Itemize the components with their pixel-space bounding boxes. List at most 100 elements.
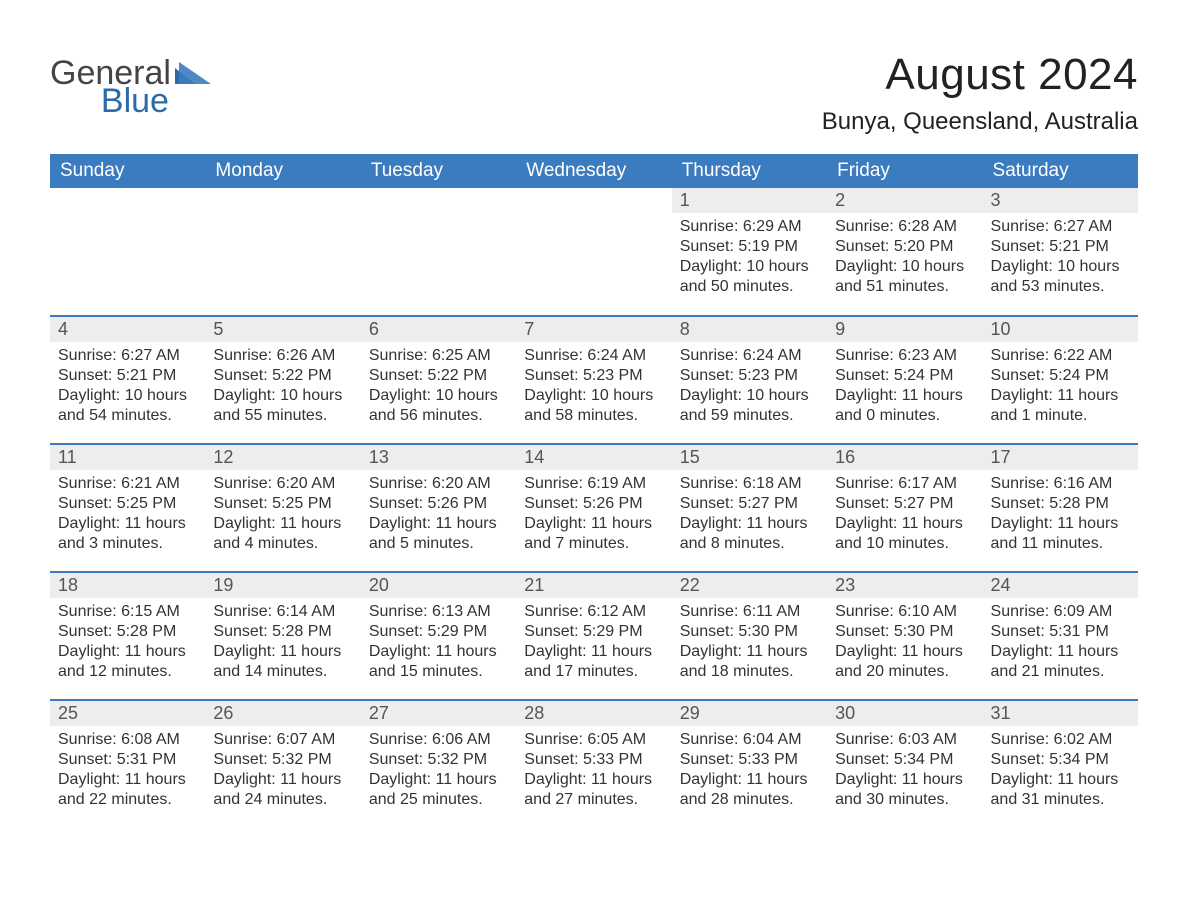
day-cell: 3Sunrise: 6:27 AMSunset: 5:21 PMDaylight…	[983, 188, 1138, 316]
daylight-line: Daylight: 11 hours and 30 minutes.	[835, 770, 974, 810]
sunset-line: Sunset: 5:32 PM	[213, 750, 352, 770]
day-cell: 29Sunrise: 6:04 AMSunset: 5:33 PMDayligh…	[672, 700, 827, 828]
daylight-line: Daylight: 11 hours and 15 minutes.	[369, 642, 508, 682]
daylight-line: Daylight: 11 hours and 17 minutes.	[524, 642, 663, 682]
day-content: Sunrise: 6:08 AMSunset: 5:31 PMDaylight:…	[50, 726, 205, 816]
sunset-line: Sunset: 5:34 PM	[835, 750, 974, 770]
day-cell: 13Sunrise: 6:20 AMSunset: 5:26 PMDayligh…	[361, 444, 516, 572]
day-number: 28	[516, 701, 671, 726]
sunrise-line: Sunrise: 6:05 AM	[524, 730, 663, 750]
sunset-line: Sunset: 5:26 PM	[524, 494, 663, 514]
day-content: Sunrise: 6:10 AMSunset: 5:30 PMDaylight:…	[827, 598, 982, 688]
day-number: 21	[516, 573, 671, 598]
sunrise-line: Sunrise: 6:08 AM	[58, 730, 197, 750]
daylight-line: Daylight: 11 hours and 5 minutes.	[369, 514, 508, 554]
logo-flag-icon	[175, 62, 211, 86]
sunset-line: Sunset: 5:26 PM	[369, 494, 508, 514]
daylight-line: Daylight: 11 hours and 24 minutes.	[213, 770, 352, 810]
daylight-line: Daylight: 10 hours and 50 minutes.	[680, 257, 819, 297]
daylight-line: Daylight: 10 hours and 55 minutes.	[213, 386, 352, 426]
day-cell	[50, 188, 205, 316]
month-title: August 2024	[822, 50, 1138, 100]
day-number: 16	[827, 445, 982, 470]
day-cell: 30Sunrise: 6:03 AMSunset: 5:34 PMDayligh…	[827, 700, 982, 828]
sunrise-line: Sunrise: 6:26 AM	[213, 346, 352, 366]
header-row: General Blue August 2024 Bunya, Queensla…	[50, 50, 1138, 136]
sunset-line: Sunset: 5:25 PM	[213, 494, 352, 514]
daylight-line: Daylight: 11 hours and 20 minutes.	[835, 642, 974, 682]
day-cell: 14Sunrise: 6:19 AMSunset: 5:26 PMDayligh…	[516, 444, 671, 572]
sunrise-line: Sunrise: 6:28 AM	[835, 217, 974, 237]
daylight-line: Daylight: 11 hours and 10 minutes.	[835, 514, 974, 554]
week-row: 25Sunrise: 6:08 AMSunset: 5:31 PMDayligh…	[50, 700, 1138, 828]
day-number: 29	[672, 701, 827, 726]
day-number: 20	[361, 573, 516, 598]
sunset-line: Sunset: 5:21 PM	[991, 237, 1130, 257]
day-content: Sunrise: 6:16 AMSunset: 5:28 PMDaylight:…	[983, 470, 1138, 560]
title-block: August 2024 Bunya, Queensland, Australia	[822, 50, 1138, 136]
daylight-line: Daylight: 11 hours and 8 minutes.	[680, 514, 819, 554]
day-cell: 15Sunrise: 6:18 AMSunset: 5:27 PMDayligh…	[672, 444, 827, 572]
day-number: 5	[205, 317, 360, 342]
sunset-line: Sunset: 5:23 PM	[680, 366, 819, 386]
daylight-line: Daylight: 10 hours and 53 minutes.	[991, 257, 1130, 297]
sunset-line: Sunset: 5:33 PM	[524, 750, 663, 770]
day-content: Sunrise: 6:21 AMSunset: 5:25 PMDaylight:…	[50, 470, 205, 560]
day-content: Sunrise: 6:13 AMSunset: 5:29 PMDaylight:…	[361, 598, 516, 688]
sunset-line: Sunset: 5:25 PM	[58, 494, 197, 514]
day-content: Sunrise: 6:18 AMSunset: 5:27 PMDaylight:…	[672, 470, 827, 560]
daylight-line: Daylight: 11 hours and 28 minutes.	[680, 770, 819, 810]
day-number: 9	[827, 317, 982, 342]
day-content: Sunrise: 6:28 AMSunset: 5:20 PMDaylight:…	[827, 213, 982, 303]
day-number: 11	[50, 445, 205, 470]
day-cell: 23Sunrise: 6:10 AMSunset: 5:30 PMDayligh…	[827, 572, 982, 700]
day-cell: 1Sunrise: 6:29 AMSunset: 5:19 PMDaylight…	[672, 188, 827, 316]
location-subtitle: Bunya, Queensland, Australia	[822, 108, 1138, 136]
day-content: Sunrise: 6:06 AMSunset: 5:32 PMDaylight:…	[361, 726, 516, 816]
daylight-line: Daylight: 11 hours and 18 minutes.	[680, 642, 819, 682]
sunset-line: Sunset: 5:31 PM	[58, 750, 197, 770]
sunrise-line: Sunrise: 6:29 AM	[680, 217, 819, 237]
sunset-line: Sunset: 5:29 PM	[524, 622, 663, 642]
day-content: Sunrise: 6:14 AMSunset: 5:28 PMDaylight:…	[205, 598, 360, 688]
day-number: 22	[672, 573, 827, 598]
sunset-line: Sunset: 5:28 PM	[991, 494, 1130, 514]
day-number: 6	[361, 317, 516, 342]
day-cell: 26Sunrise: 6:07 AMSunset: 5:32 PMDayligh…	[205, 700, 360, 828]
sunset-line: Sunset: 5:28 PM	[213, 622, 352, 642]
sunset-line: Sunset: 5:27 PM	[835, 494, 974, 514]
day-number: 7	[516, 317, 671, 342]
sunrise-line: Sunrise: 6:20 AM	[369, 474, 508, 494]
day-number: 10	[983, 317, 1138, 342]
sunrise-line: Sunrise: 6:02 AM	[991, 730, 1130, 750]
daylight-line: Daylight: 11 hours and 4 minutes.	[213, 514, 352, 554]
sunset-line: Sunset: 5:33 PM	[680, 750, 819, 770]
daylight-line: Daylight: 11 hours and 3 minutes.	[58, 514, 197, 554]
sunrise-line: Sunrise: 6:17 AM	[835, 474, 974, 494]
sunrise-line: Sunrise: 6:20 AM	[213, 474, 352, 494]
sunset-line: Sunset: 5:23 PM	[524, 366, 663, 386]
day-header: Sunday	[50, 154, 205, 188]
day-cell: 2Sunrise: 6:28 AMSunset: 5:20 PMDaylight…	[827, 188, 982, 316]
day-content: Sunrise: 6:20 AMSunset: 5:25 PMDaylight:…	[205, 470, 360, 560]
day-content: Sunrise: 6:15 AMSunset: 5:28 PMDaylight:…	[50, 598, 205, 688]
day-content: Sunrise: 6:17 AMSunset: 5:27 PMDaylight:…	[827, 470, 982, 560]
day-number: 18	[50, 573, 205, 598]
day-cell: 10Sunrise: 6:22 AMSunset: 5:24 PMDayligh…	[983, 316, 1138, 444]
sunset-line: Sunset: 5:20 PM	[835, 237, 974, 257]
logo: General Blue	[50, 50, 211, 118]
day-number: 30	[827, 701, 982, 726]
day-content: Sunrise: 6:20 AMSunset: 5:26 PMDaylight:…	[361, 470, 516, 560]
sunset-line: Sunset: 5:30 PM	[680, 622, 819, 642]
day-content: Sunrise: 6:22 AMSunset: 5:24 PMDaylight:…	[983, 342, 1138, 432]
sunset-line: Sunset: 5:31 PM	[991, 622, 1130, 642]
sunset-line: Sunset: 5:24 PM	[835, 366, 974, 386]
day-cell: 6Sunrise: 6:25 AMSunset: 5:22 PMDaylight…	[361, 316, 516, 444]
day-content: Sunrise: 6:27 AMSunset: 5:21 PMDaylight:…	[50, 342, 205, 432]
calendar-table: SundayMondayTuesdayWednesdayThursdayFrid…	[50, 154, 1138, 828]
sunrise-line: Sunrise: 6:12 AM	[524, 602, 663, 622]
sunrise-line: Sunrise: 6:24 AM	[680, 346, 819, 366]
week-row: 4Sunrise: 6:27 AMSunset: 5:21 PMDaylight…	[50, 316, 1138, 444]
day-header: Monday	[205, 154, 360, 188]
day-header: Tuesday	[361, 154, 516, 188]
